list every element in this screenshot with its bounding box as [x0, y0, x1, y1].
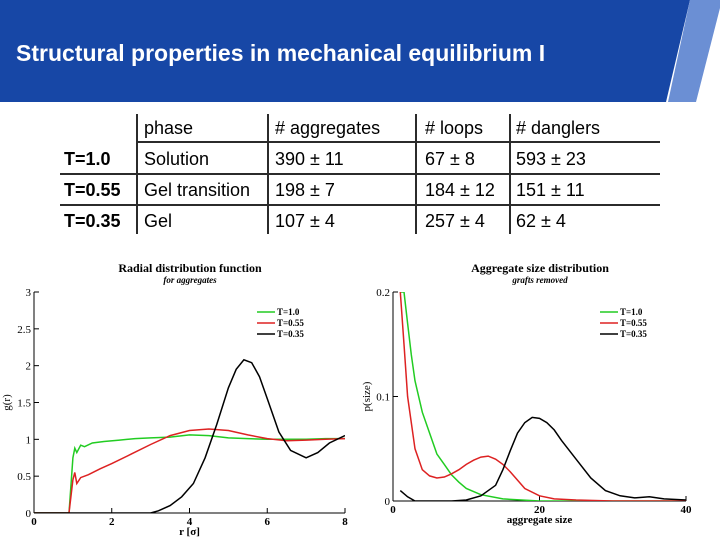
row-label-t10: T=1.0 — [64, 149, 111, 169]
table-divider — [136, 114, 138, 234]
y-tick-label: 2 — [26, 361, 32, 373]
x-tick-label: 20 — [534, 504, 546, 516]
legend-label: T=1.0 — [620, 307, 643, 317]
legend-label: T=0.35 — [277, 329, 304, 339]
table-cell: 67 ± 8 — [425, 149, 475, 169]
table-rule — [138, 141, 660, 143]
y-tick-label: 3 — [26, 287, 32, 299]
table-cell: 107 ± 4 — [275, 211, 335, 231]
table-divider — [509, 114, 511, 234]
legend-label: T=1.0 — [277, 307, 300, 317]
legend-label: T=0.55 — [277, 318, 304, 328]
table-header-loops: # loops — [425, 118, 484, 138]
chart-title: Radial distribution function — [118, 261, 262, 275]
x-tick-label: 0 — [31, 516, 37, 528]
y-axis-label: p(size) — [361, 381, 373, 411]
row-label-t055: T=0.55 — [64, 180, 121, 200]
table-rule — [60, 173, 660, 175]
y-tick-label: 0.5 — [17, 471, 31, 483]
header-stripe — [668, 0, 720, 102]
x-tick-label: 6 — [265, 516, 271, 528]
series-line-0 — [400, 292, 686, 501]
table-header-aggregates: # aggregates — [275, 118, 381, 138]
table-header-danglers: # danglers — [516, 118, 601, 138]
table-cell: 62 ± 4 — [516, 211, 566, 231]
y-tick-label: 0 — [385, 496, 391, 508]
chart-title: Aggregate size distribution — [471, 261, 609, 275]
chart-subtitle: for aggregates — [163, 275, 217, 285]
table-cell: 198 ± 7 — [275, 180, 335, 200]
table-cell: 151 ± 11 — [516, 180, 585, 200]
y-tick-label: 2.5 — [17, 324, 31, 336]
table-cell: 390 ± 11 — [275, 149, 344, 169]
table-divider — [415, 114, 417, 234]
y-tick-label: 0.2 — [376, 287, 390, 299]
series-line-1 — [34, 428, 345, 513]
legend-box — [598, 308, 654, 342]
x-axis-label: aggregate size — [507, 514, 573, 526]
x-tick-label: 2 — [109, 516, 115, 528]
table-cell: Gel — [144, 211, 173, 231]
x-tick-label: 8 — [342, 516, 348, 528]
legend-label: T=0.55 — [620, 318, 647, 328]
x-axis-label: r [σ] — [179, 526, 200, 538]
table-header-phase: phase — [144, 118, 194, 138]
table-divider — [267, 114, 269, 234]
chart-subtitle: grafts removed — [511, 275, 568, 285]
x-tick-label: 4 — [187, 516, 193, 528]
series-line-0 — [34, 434, 345, 513]
series-line-1 — [399, 292, 686, 501]
properties-table: phase # aggregates # loops # danglers T=… — [60, 112, 660, 236]
legend-box — [255, 308, 311, 342]
slide-header: Structural properties in mechanical equi… — [0, 0, 720, 102]
slide-title: Structural properties in mechanical equi… — [16, 40, 546, 66]
table-rule — [60, 204, 660, 206]
header-banner — [0, 0, 720, 102]
y-tick-label: 0.1 — [376, 392, 390, 404]
table-cell: Solution — [144, 149, 210, 169]
table-cell: 184 ± 12 — [425, 180, 495, 200]
row-label-t035: T=0.35 — [64, 211, 121, 231]
y-tick-label: 0 — [26, 508, 32, 520]
legend-label: T=0.35 — [620, 329, 647, 339]
x-tick-label: 0 — [390, 504, 396, 516]
series-line-2 — [34, 358, 345, 513]
y-tick-label: 1.5 — [17, 398, 31, 410]
series-line-2 — [399, 416, 686, 501]
header-background — [0, 0, 690, 102]
y-axis-label: g(r) — [1, 394, 13, 411]
x-tick-label: 40 — [681, 504, 693, 516]
table-cell: Gel transition — [144, 180, 251, 200]
y-tick-label: 1 — [26, 434, 32, 446]
table-cell: 593 ± 23 — [516, 149, 586, 169]
table-cell: 257 ± 4 — [425, 211, 485, 231]
